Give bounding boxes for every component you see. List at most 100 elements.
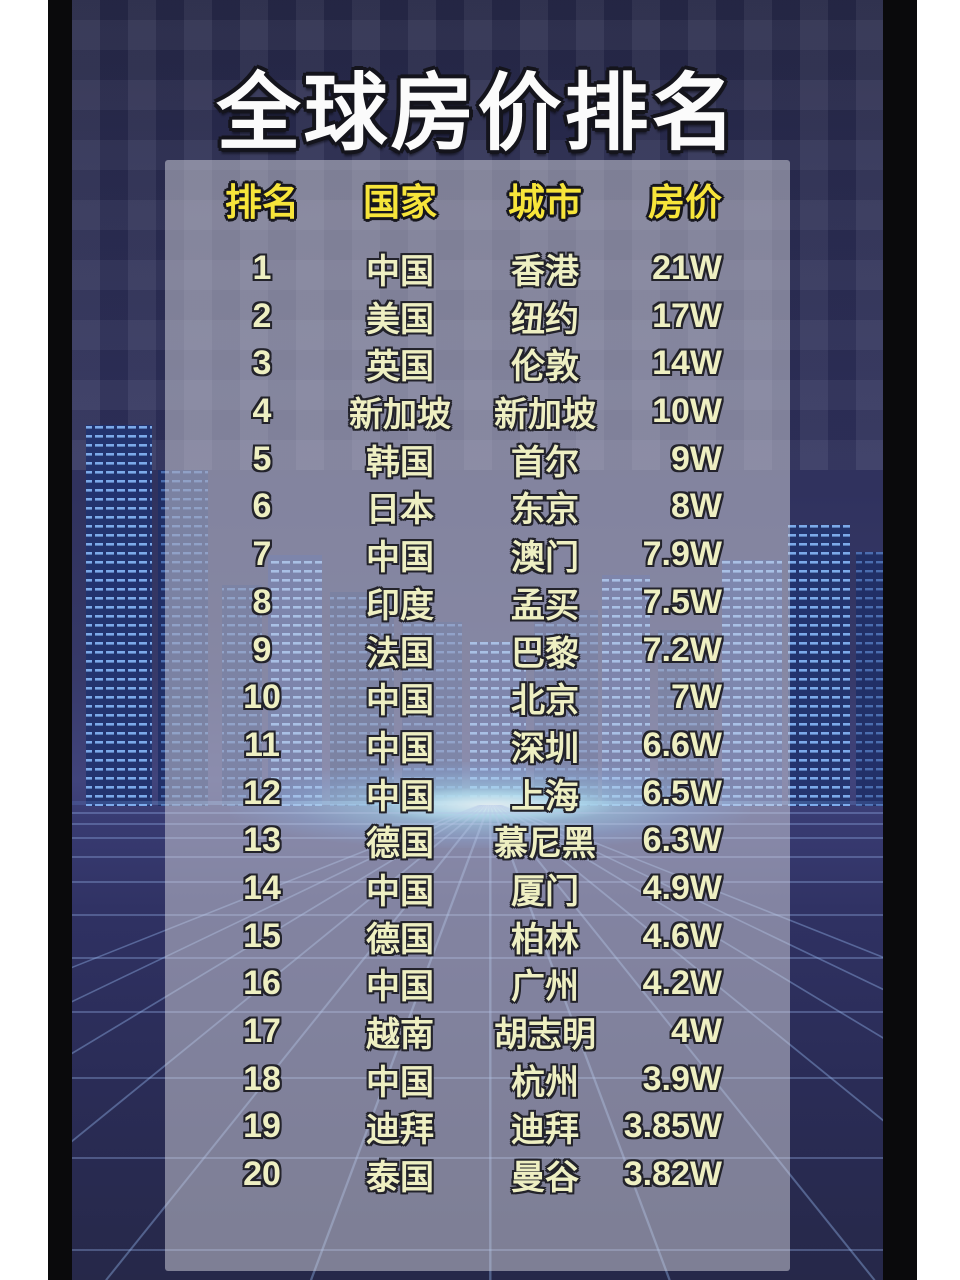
- country-cell: 中国: [366, 1063, 434, 1102]
- table-row: 16 中国 广州 4.2W: [165, 959, 790, 1007]
- header-city: 城市: [508, 182, 582, 223]
- price-cell: 7.2W: [642, 630, 722, 669]
- price-cell: 3.82W: [623, 1155, 722, 1194]
- price-cell: 4.6W: [642, 916, 722, 955]
- header-rank: 排名: [225, 182, 299, 223]
- table-row: 13 德国 慕尼黑 6.3W: [165, 816, 790, 864]
- table-row: 9 法国 巴黎 7.2W: [165, 626, 790, 674]
- country-cell: 中国: [366, 872, 434, 911]
- rank-cell: 1: [252, 249, 272, 287]
- page-title: 全球房价排名: [216, 66, 739, 160]
- table-row: 15 德国 柏林 4.6W: [165, 912, 790, 960]
- city-cell: 厦门: [511, 872, 579, 911]
- price-cell: 7W: [671, 678, 722, 717]
- table-row: 6 日本 东京 8W: [165, 482, 790, 530]
- price-cell: 4.2W: [642, 964, 722, 1003]
- country-cell: 印度: [366, 586, 434, 625]
- city-cell: 柏林: [511, 920, 579, 959]
- price-cell: 4.9W: [642, 868, 722, 907]
- table-row: 11 中国 深圳 6.6W: [165, 721, 790, 769]
- city-cell: 香港: [511, 253, 579, 291]
- city-cell: 孟买: [511, 586, 579, 625]
- price-cell: 4W: [671, 1012, 722, 1050]
- city-cell: 胡志明: [494, 1016, 596, 1054]
- rank-cell: 8: [252, 582, 272, 621]
- price-cell: 7.9W: [642, 535, 722, 574]
- rank-cell: 17: [243, 1012, 281, 1050]
- header-price: 房价: [648, 182, 722, 223]
- rank-cell: 9: [252, 630, 272, 669]
- country-cell: 越南: [366, 1016, 434, 1054]
- city-cell: 北京: [511, 682, 579, 721]
- table-header-row: 排名 国家 城市 房价: [165, 172, 790, 224]
- city-cell: 澳门: [511, 539, 579, 578]
- rank-cell: 7: [252, 535, 272, 574]
- city-cell: 杭州: [511, 1063, 579, 1102]
- table-row: 7 中国 澳门 7.9W: [165, 530, 790, 578]
- country-cell: 中国: [366, 777, 434, 816]
- city-cell: 东京: [511, 491, 579, 530]
- city-cell: 深圳: [511, 729, 579, 768]
- cyber-city-background: 全球房价排名 排名 国家 城市 房价 1 中国 香港 21W 2 美国 纽约 1…: [72, 0, 883, 1280]
- country-cell: 韩国: [366, 443, 434, 482]
- country-cell: 新加坡: [349, 396, 451, 435]
- price-cell: 3.85W: [623, 1107, 722, 1146]
- city-cell: 纽约: [511, 300, 579, 339]
- country-cell: 中国: [366, 968, 434, 1007]
- rank-cell: 13: [243, 821, 281, 860]
- price-cell: 17W: [652, 296, 722, 335]
- header-country: 国家: [363, 182, 437, 223]
- rank-cell: 6: [252, 487, 272, 526]
- ranking-panel: 排名 国家 城市 房价 1 中国 香港 21W 2 美国 纽约 17W 3 英国…: [165, 160, 790, 1271]
- country-cell: 泰国: [366, 1159, 434, 1198]
- city-cell: 迪拜: [511, 1111, 579, 1150]
- table-row: 3 英国 伦敦 14W: [165, 339, 790, 387]
- country-cell: 德国: [366, 920, 434, 959]
- country-cell: 德国: [366, 825, 434, 864]
- table-row: 12 中国 上海 6.5W: [165, 769, 790, 817]
- country-cell: 中国: [366, 253, 434, 291]
- price-cell: 7.5W: [642, 582, 722, 621]
- rank-cell: 16: [243, 964, 281, 1003]
- price-cell: 9W: [671, 439, 722, 478]
- rank-cell: 5: [252, 439, 272, 478]
- table-row: 19 迪拜 迪拜 3.85W: [165, 1102, 790, 1150]
- rank-cell: 15: [243, 916, 281, 955]
- country-cell: 中国: [366, 539, 434, 578]
- city-cell: 上海: [511, 777, 579, 816]
- rank-cell: 12: [243, 773, 281, 812]
- price-cell: 14W: [652, 344, 722, 383]
- country-cell: 中国: [366, 729, 434, 768]
- city-cell: 曼谷: [511, 1159, 579, 1198]
- city-cell: 伦敦: [511, 348, 579, 387]
- country-cell: 美国: [366, 300, 434, 339]
- country-cell: 英国: [366, 348, 434, 387]
- table-row: 18 中国 杭州 3.9W: [165, 1055, 790, 1103]
- table-row: 8 印度 孟买 7.5W: [165, 578, 790, 626]
- rank-cell: 2: [252, 296, 272, 335]
- table-row: 2 美国 纽约 17W: [165, 292, 790, 340]
- price-cell: 6.3W: [642, 821, 722, 860]
- rank-cell: 20: [243, 1155, 281, 1194]
- rank-cell: 4: [252, 392, 272, 431]
- country-cell: 迪拜: [366, 1111, 434, 1150]
- price-cell: 21W: [652, 249, 722, 287]
- city-cell: 慕尼黑: [494, 825, 596, 864]
- table-row: 5 韩国 首尔 9W: [165, 435, 790, 483]
- country-cell: 中国: [366, 682, 434, 721]
- rank-cell: 19: [243, 1107, 281, 1146]
- rank-cell: 18: [243, 1059, 281, 1098]
- price-cell: 10W: [652, 392, 722, 431]
- rank-cell: 11: [244, 725, 280, 764]
- country-cell: 日本: [366, 491, 434, 530]
- price-cell: 3.9W: [642, 1059, 722, 1098]
- city-cell: 首尔: [511, 443, 579, 482]
- city-cell: 巴黎: [511, 634, 579, 673]
- table-row: 17 越南 胡志明 4W: [165, 1007, 790, 1055]
- rank-cell: 3: [252, 344, 272, 383]
- infographic-photo: 全球房价排名 排名 国家 城市 房价 1 中国 香港 21W 2 美国 纽约 1…: [48, 0, 917, 1280]
- price-cell: 6.5W: [642, 773, 722, 812]
- rank-cell: 10: [243, 678, 281, 717]
- city-cell: 新加坡: [494, 396, 596, 435]
- country-cell: 法国: [366, 634, 434, 673]
